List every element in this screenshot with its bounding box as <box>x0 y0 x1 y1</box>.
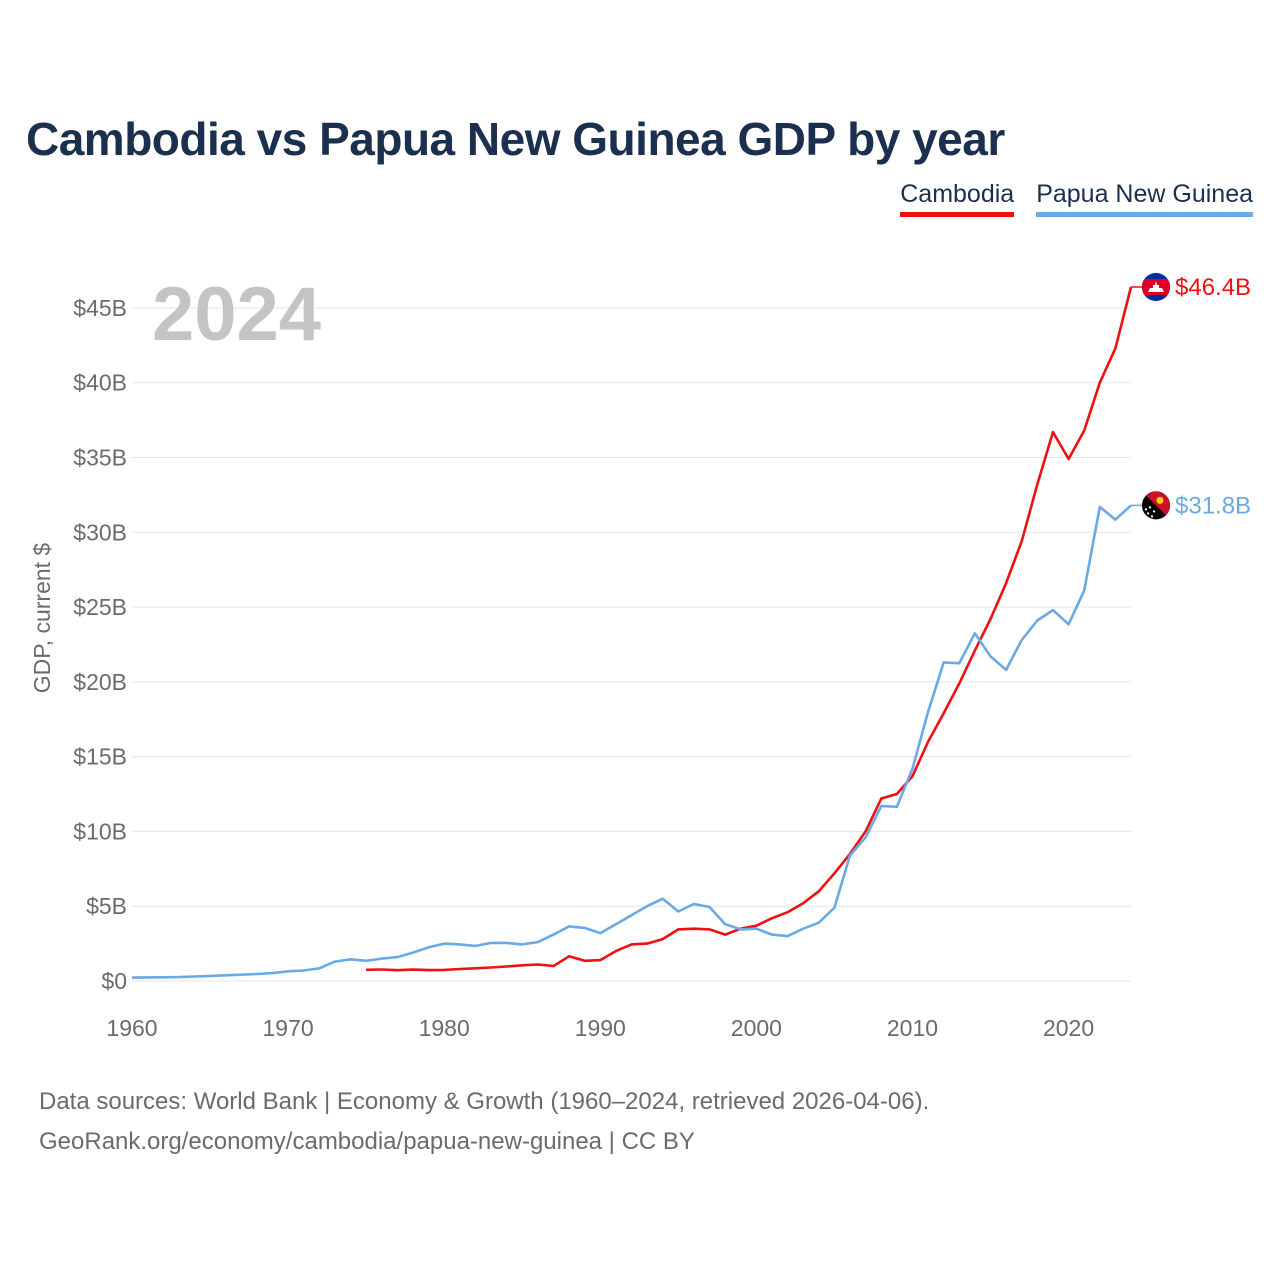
y-tick-label: $25B <box>73 594 127 620</box>
x-axis-ticks: 1960 1970 1980 1990 2000 2010 2020 <box>106 1015 1094 1041</box>
cambodia-flag-icon <box>1141 272 1171 302</box>
chart-title: Cambodia vs Papua New Guinea GDP by year <box>26 113 1005 165</box>
gridlines <box>132 307 1131 982</box>
series-lines <box>131 286 1133 979</box>
x-tick-label: 1960 <box>106 1015 157 1041</box>
x-tick-label: 2010 <box>887 1015 938 1041</box>
series-line-cambodia[interactable] <box>366 286 1133 972</box>
y-tick-label: $30B <box>73 519 127 545</box>
y-tick-label: $40B <box>73 370 127 396</box>
y-tick-label: $0 <box>101 968 127 994</box>
end-markers: $46.4B $31.8B <box>1131 272 1251 520</box>
year-watermark: 2024 <box>152 272 321 357</box>
y-tick-label: $5B <box>86 893 127 919</box>
line-chart: 2024 $0 $5B $10B $15B $20B $25B $30B $35B $40B $4… <box>29 272 1251 1041</box>
x-tick-label: 1970 <box>263 1015 314 1041</box>
end-value-label-cambodia: $46.4B <box>1175 274 1251 301</box>
y-tick-label: $35B <box>73 445 127 471</box>
legend-item-cambodia[interactable]: Cambodia <box>900 180 1015 217</box>
x-tick-label: 1990 <box>575 1015 626 1041</box>
y-tick-label: $15B <box>73 744 127 770</box>
footer-credit: GeoRank.org/economy/cambodia/papua-new-g… <box>39 1128 695 1155</box>
y-tick-label: $45B <box>73 295 127 321</box>
y-axis-label: GDP, current $ <box>29 543 55 694</box>
y-tick-label: $10B <box>73 818 127 844</box>
y-axis-ticks: $0 $5B $10B $15B $20B $25B $30B $35B $40B $45B <box>73 295 127 994</box>
legend-item-papua-new-guinea[interactable]: Papua New Guinea <box>1036 180 1253 217</box>
end-value-label-png: $31.8B <box>1175 492 1251 519</box>
x-tick-label: 1980 <box>419 1015 470 1041</box>
series-line-png[interactable] <box>131 504 1132 979</box>
footer: Data sources: World Bank | Economy & Gro… <box>39 1082 929 1162</box>
legend: Cambodia Papua New Guinea <box>900 180 1253 217</box>
x-tick-label: 2020 <box>1043 1015 1094 1041</box>
x-tick-label: 2000 <box>731 1015 782 1041</box>
footer-source: Data sources: World Bank | Economy & Gro… <box>39 1088 930 1115</box>
papua-new-guinea-flag-icon <box>1141 490 1171 520</box>
y-tick-label: $20B <box>73 669 127 695</box>
